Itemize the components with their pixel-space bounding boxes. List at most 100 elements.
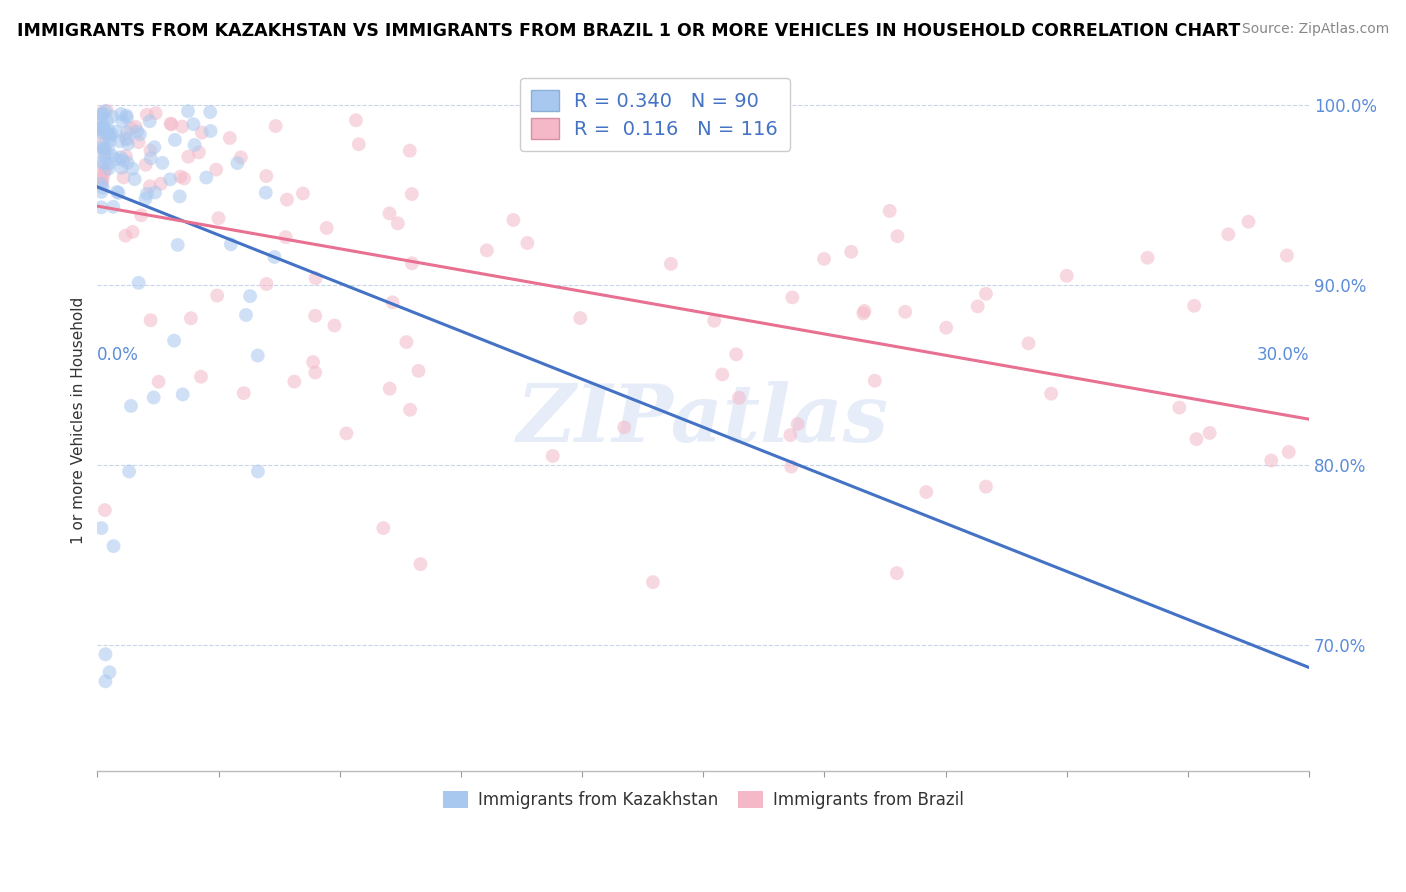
Point (90, 106, 112, 120)
Point (90, 121, 112, 136)
Point (304, 366, 326, 380)
Point (276, 193, 298, 207)
Point (1237, 215, 1260, 229)
Point (111, 114, 134, 128)
Point (90, 126, 112, 140)
Point (98, 134, 121, 148)
Point (117, 156, 139, 170)
Point (138, 114, 160, 128)
Point (304, 309, 326, 323)
Point (91, 116, 114, 130)
Point (143, 140, 166, 154)
Point (401, 256, 423, 270)
Point (395, 334, 418, 349)
Point (139, 151, 162, 165)
Point (169, 169, 191, 184)
Point (172, 387, 194, 401)
Point (274, 230, 297, 244)
Point (239, 289, 262, 303)
Point (159, 117, 181, 131)
Text: IMMIGRANTS FROM KAZAKHSTAN VS IMMIGRANTS FROM BRAZIL 1 OR MORE VEHICLES IN HOUSE: IMMIGRANTS FROM KAZAKHSTAN VS IMMIGRANTS… (17, 22, 1240, 40)
Point (813, 252, 835, 266)
Point (163, 334, 186, 348)
Point (97, 128, 120, 142)
Point (90, 110, 112, 124)
Point (187, 145, 209, 160)
Point (98, 128, 121, 142)
Point (91, 172, 114, 186)
Point (107, 186, 129, 200)
Point (1168, 401, 1191, 415)
Point (254, 186, 277, 200)
Point (135, 158, 157, 172)
Point (120, 399, 142, 413)
Point (93, 120, 115, 135)
Text: 0.0%: 0.0% (97, 346, 139, 364)
Point (139, 179, 162, 194)
Point (291, 186, 314, 201)
Point (166, 238, 188, 252)
Point (90, 123, 112, 137)
Point (219, 237, 242, 252)
Point (163, 133, 186, 147)
Point (886, 229, 908, 244)
Point (1040, 386, 1063, 401)
Point (191, 126, 214, 140)
Point (143, 186, 166, 200)
Point (703, 314, 725, 328)
Point (190, 369, 212, 384)
Point (200, 105, 222, 120)
Point (120, 121, 142, 136)
Point (96, 103, 118, 118)
Point (177, 104, 200, 119)
Point (1182, 299, 1205, 313)
Point (641, 575, 664, 590)
Point (725, 347, 748, 361)
Point (93, 122, 115, 136)
Point (94, 142, 117, 156)
Point (195, 170, 218, 185)
Point (136, 186, 159, 201)
Point (90, 177, 112, 191)
Point (90, 177, 112, 191)
Point (886, 566, 908, 581)
Point (541, 449, 564, 463)
Point (323, 318, 346, 333)
Point (121, 161, 143, 176)
Point (879, 203, 901, 218)
Point (974, 286, 997, 301)
Point (115, 149, 138, 163)
Point (853, 304, 876, 318)
Point (98, 156, 121, 170)
Point (347, 137, 370, 152)
Point (1260, 453, 1282, 467)
Point (229, 150, 252, 164)
Point (97, 142, 120, 156)
Text: ZIPatlas: ZIPatlas (517, 381, 889, 458)
Point (1056, 268, 1078, 283)
Point (98, 665, 121, 680)
Point (90, 137, 112, 152)
Point (110, 107, 132, 121)
Point (129, 208, 152, 222)
Point (112, 170, 135, 185)
Point (97, 123, 120, 137)
Point (246, 349, 269, 363)
Point (1185, 432, 1208, 446)
Point (254, 169, 277, 183)
Point (315, 221, 337, 235)
Point (1278, 445, 1301, 459)
Point (91, 107, 114, 121)
Point (711, 368, 734, 382)
Point (283, 375, 305, 389)
Point (124, 172, 146, 186)
Point (659, 257, 682, 271)
Text: Source: ZipAtlas.com: Source: ZipAtlas.com (1241, 22, 1389, 37)
Point (728, 391, 751, 405)
Point (569, 311, 592, 326)
Point (91, 107, 114, 121)
Point (183, 117, 205, 131)
Point (91, 160, 114, 174)
Point (94, 674, 117, 689)
Point (780, 459, 803, 474)
